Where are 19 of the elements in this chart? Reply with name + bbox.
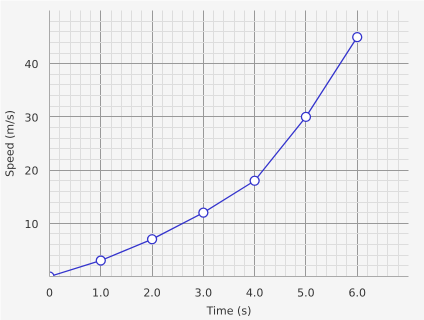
point [300, 112, 312, 122]
point [352, 32, 362, 42]
x-tick-label: 2.0 [143, 286, 161, 300]
x-tick-label: 0 [46, 286, 53, 300]
x-tick-label: 6.0 [348, 286, 366, 300]
x-tick-label: 4.0 [246, 286, 264, 300]
y-tick-label: 10 [24, 218, 39, 231]
point [198, 208, 209, 218]
x-tick-label: 3.0 [194, 286, 212, 300]
point [146, 234, 158, 244]
y-tick-label: 40 [24, 58, 39, 72]
point [249, 176, 260, 186]
point [96, 255, 106, 266]
y-axis-title: Speed (m/s) [4, 110, 17, 177]
x-tick-label: 5.0 [297, 286, 315, 300]
x-tick-label: 1.0 [92, 286, 110, 300]
y-tick-label: 20 [24, 164, 39, 178]
y-tick-label: 30 [24, 111, 39, 124]
x-axis-title: Time (s) [206, 304, 252, 318]
